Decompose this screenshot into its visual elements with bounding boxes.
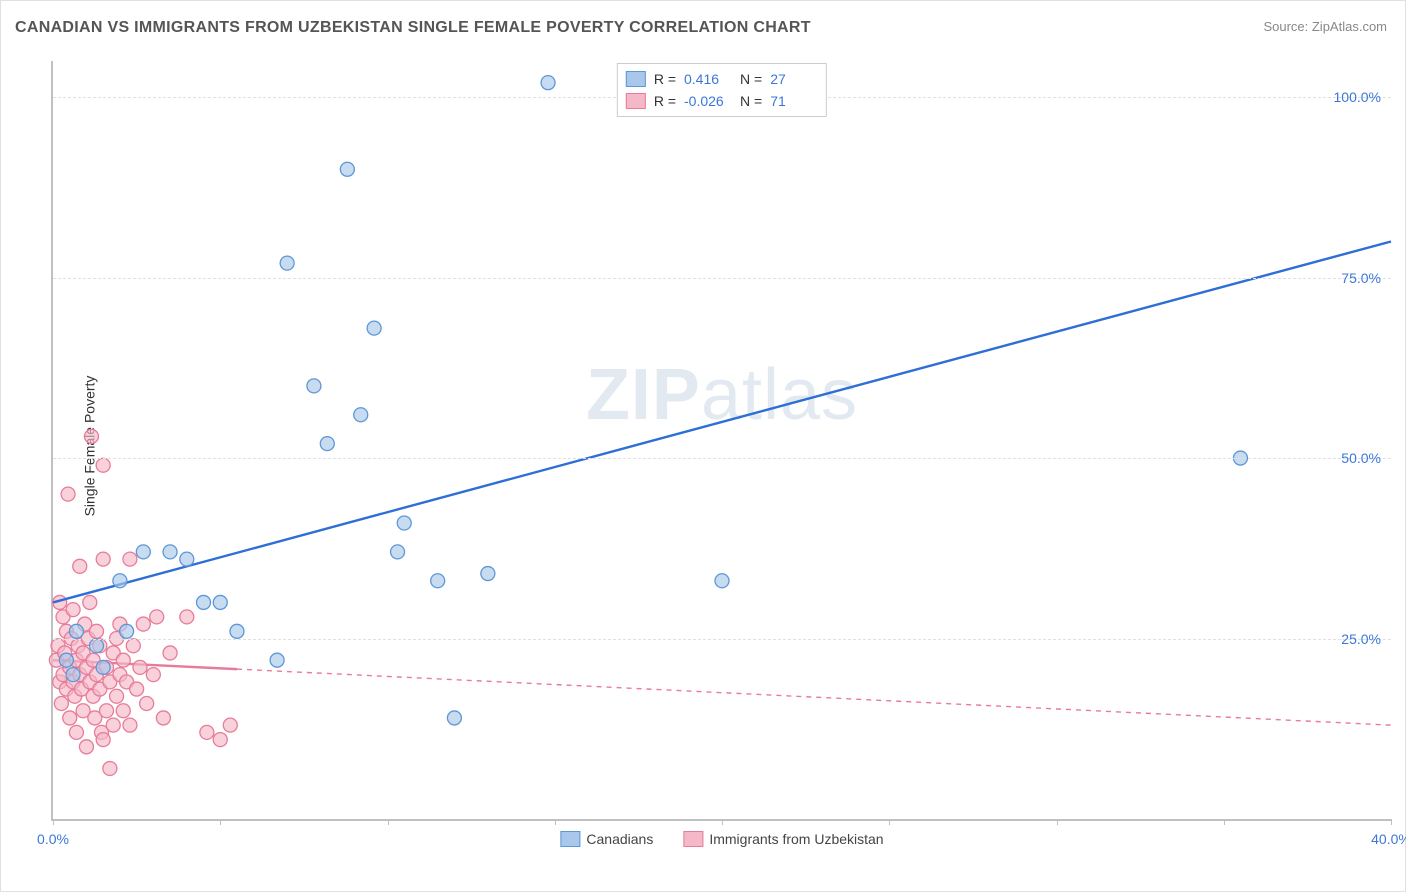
legend-row-canadians: R = 0.416 N = 27 (626, 68, 818, 90)
n-value-canadians: 27 (770, 68, 818, 90)
legend-row-uzbekistan: R = -0.026 N = 71 (626, 90, 818, 112)
swatch-canadians-icon (560, 831, 580, 847)
x-tick-label: 0.0% (37, 831, 69, 847)
legend-item-uzbekistan: Immigrants from Uzbekistan (683, 831, 883, 847)
series-legend: Canadians Immigrants from Uzbekistan (560, 831, 883, 847)
legend-label-canadians: Canadians (586, 831, 653, 847)
plot-area: ZIPatlas R = 0.416 N = 27 R = -0.026 N =… (51, 61, 1391, 821)
x-tick-mark (53, 819, 54, 825)
swatch-uzbekistan-icon (683, 831, 703, 847)
source-label: Source: ZipAtlas.com (1263, 19, 1387, 34)
x-tick-mark (388, 819, 389, 825)
x-tick-mark (220, 819, 221, 825)
gridline (53, 278, 1391, 279)
r-value-canadians: 0.416 (684, 68, 732, 90)
n-value-uzbekistan: 71 (770, 90, 818, 112)
legend-label-uzbekistan: Immigrants from Uzbekistan (709, 831, 883, 847)
y-tick-label: 25.0% (1341, 631, 1381, 647)
r-label: R = (654, 68, 676, 90)
x-tick-mark (555, 819, 556, 825)
swatch-canadians (626, 71, 646, 87)
x-tick-mark (722, 819, 723, 825)
n-label: N = (740, 90, 762, 112)
gridline (53, 458, 1391, 459)
legend-item-canadians: Canadians (560, 831, 653, 847)
y-tick-label: 100.0% (1334, 89, 1381, 105)
gridline (53, 639, 1391, 640)
chart-container: CANADIAN VS IMMIGRANTS FROM UZBEKISTAN S… (0, 0, 1406, 892)
y-tick-label: 50.0% (1341, 450, 1381, 466)
x-tick-mark (1224, 819, 1225, 825)
x-tick-mark (889, 819, 890, 825)
y-tick-label: 75.0% (1341, 270, 1381, 286)
x-tick-mark (1057, 819, 1058, 825)
x-tick-mark (1391, 819, 1392, 825)
plot-svg (53, 61, 1391, 819)
r-label: R = (654, 90, 676, 112)
correlation-legend: R = 0.416 N = 27 R = -0.026 N = 71 (617, 63, 827, 117)
n-label: N = (740, 68, 762, 90)
chart-title: CANADIAN VS IMMIGRANTS FROM UZBEKISTAN S… (15, 19, 811, 37)
r-value-uzbekistan: -0.026 (684, 90, 732, 112)
swatch-uzbekistan (626, 93, 646, 109)
x-tick-label: 40.0% (1371, 831, 1406, 847)
